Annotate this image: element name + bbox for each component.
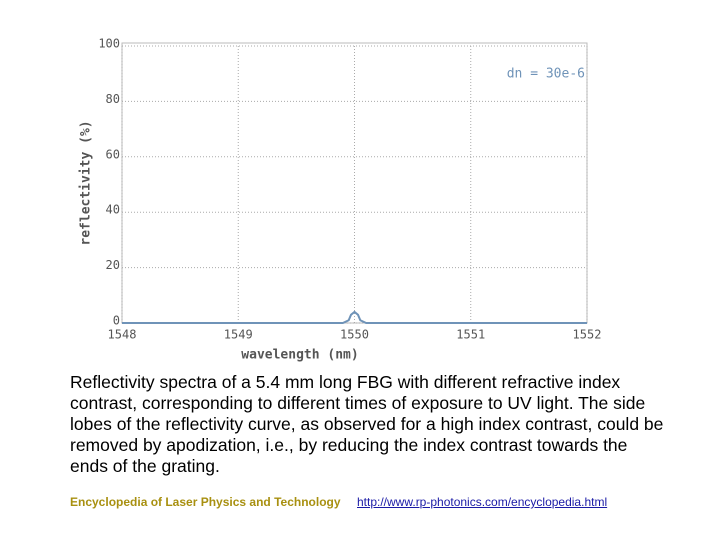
y-tick-label: 100 <box>98 37 120 51</box>
x-tick-label: 1552 <box>573 328 602 342</box>
y-tick-label: 40 <box>106 203 120 217</box>
x-tick-label: 1549 <box>224 328 253 342</box>
x-tick-label: 1551 <box>456 328 485 342</box>
footer-link[interactable]: http://www.rp-photonics.com/encyclopedia… <box>357 495 608 509</box>
caption: Reflectivity spectra of a 5.4 mm long FB… <box>70 372 664 476</box>
y-tick-label: 80 <box>106 92 120 106</box>
annotation: dn = 30e-6 <box>507 67 585 82</box>
y-tick-label: 60 <box>106 147 120 161</box>
chart: wavelength (nm) reflectivity (%) dn = 30… <box>79 37 602 363</box>
x-axis-label: wavelength (nm) <box>241 348 358 363</box>
y-tick-label: 20 <box>106 258 120 272</box>
y-tick-label: 0 <box>113 314 120 328</box>
x-tick-label: 1548 <box>108 328 137 342</box>
x-tick-label: 1550 <box>340 328 369 342</box>
y-axis-label: reflectivity (%) <box>79 120 94 245</box>
footer-title: Encyclopedia of Laser Physics and Techno… <box>70 495 341 509</box>
line <box>122 310 587 324</box>
